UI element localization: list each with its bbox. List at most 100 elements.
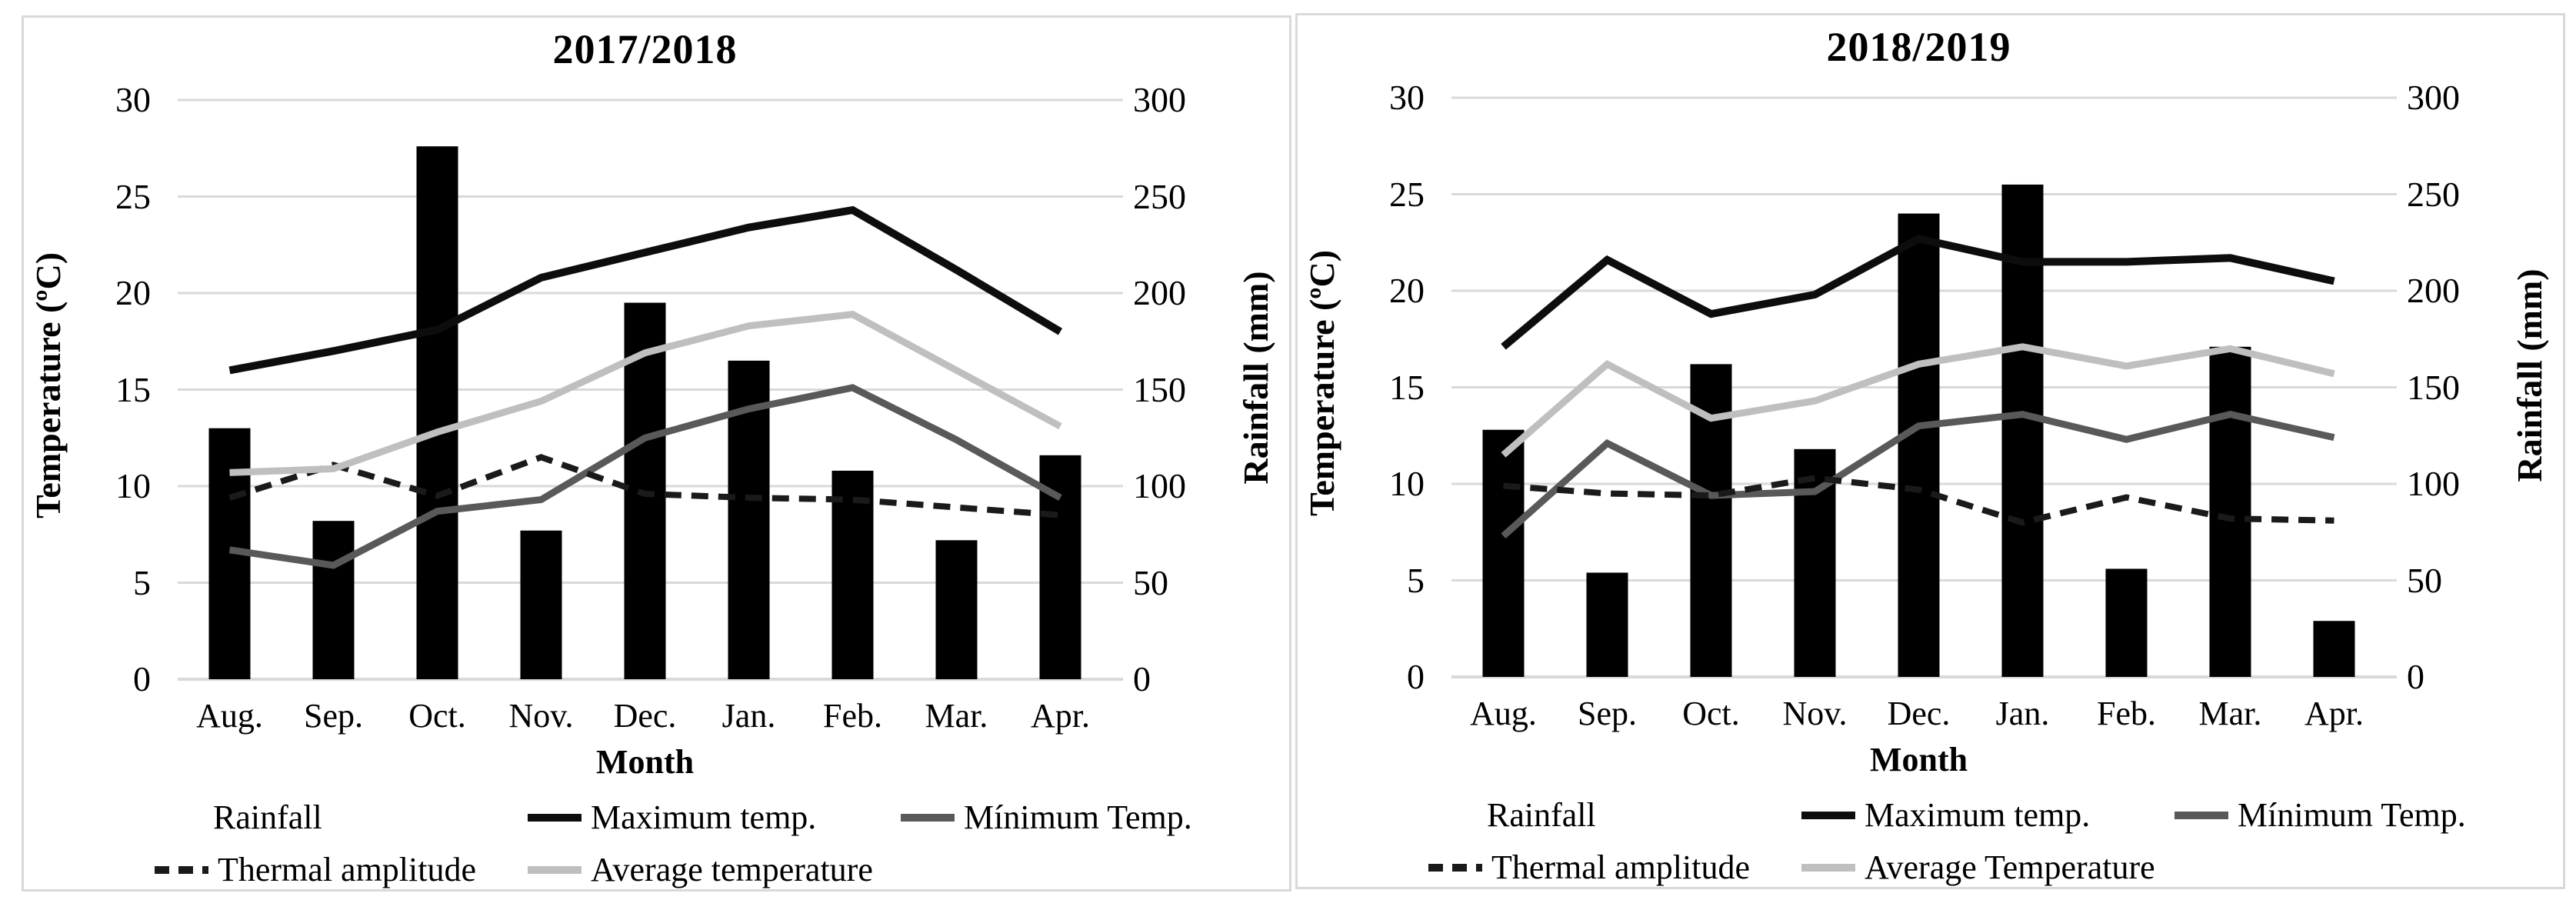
right-axis-tick: 50	[2407, 560, 2442, 600]
legend-item-thermal-amplitude: Thermal amplitude	[155, 850, 476, 893]
month-label: Oct.	[1682, 695, 1740, 732]
month-label: Mar.	[925, 697, 988, 735]
left-axis-tick: 5	[1407, 560, 1425, 600]
rainfall-bar	[312, 521, 355, 679]
legend-item-avg-temp: Average temperature	[528, 850, 873, 893]
month-label: Dec.	[1887, 695, 1951, 732]
right-axis-tick: 50	[1133, 562, 1168, 602]
dashed-line-swatch-icon	[1428, 863, 1482, 872]
left-axis-tick: 30	[1389, 78, 1425, 117]
line-swatch-icon	[528, 813, 582, 822]
month-label: Feb.	[823, 697, 882, 735]
plot-area	[1451, 96, 2397, 678]
rainfall-bar	[2105, 568, 2148, 677]
left-axis-tick: 10	[1389, 464, 1425, 503]
legend-item-rainfall: Rainfall	[1428, 795, 1596, 838]
month-label: Jan.	[1995, 695, 2050, 732]
month-label: Aug.	[1470, 695, 1537, 732]
max-temp-line	[1501, 234, 2335, 350]
legend-item-rainfall: Rainfall	[155, 798, 322, 841]
line-swatch-icon	[1801, 811, 1855, 819]
rainfall-bar	[2313, 621, 2355, 677]
left-axis-tick: 25	[1389, 174, 1425, 214]
month-label: Nov.	[1782, 695, 1848, 732]
legend-label: Thermal amplitude	[218, 851, 476, 888]
month-label: Nov.	[508, 697, 574, 735]
rainfall-bar	[2209, 346, 2251, 677]
legend-label: Mínimum Temp.	[2238, 796, 2466, 834]
right-axis-tick: 300	[2407, 78, 2460, 117]
legend-item-thermal-amplitude: Thermal amplitude	[1428, 848, 1750, 891]
rainfall-bar	[1794, 448, 1836, 677]
left-axis-tick: 0	[1407, 657, 1425, 696]
month-label: Apr.	[1031, 697, 1090, 735]
rainfall-bar	[1898, 213, 1940, 678]
line-swatch-icon	[1801, 863, 1855, 872]
month-label: Aug.	[196, 697, 263, 735]
line-swatch-icon	[528, 865, 582, 874]
right-axis-tick: 200	[1133, 273, 1186, 312]
right-axis-tick: 100	[2407, 464, 2460, 503]
chart-title: 2018/2019	[1826, 24, 2011, 70]
x-axis-title: Month	[1869, 741, 1968, 778]
left-axis-tick: 25	[115, 176, 151, 216]
right-axis-tick: 0	[1133, 659, 1151, 698]
left-axis-tick: 20	[1389, 271, 1425, 310]
avg-temp-line	[1501, 343, 2335, 458]
month-label: Jan.	[721, 697, 776, 735]
right-axis-tick: 300	[1133, 80, 1186, 119]
legend-label: Thermal amplitude	[1491, 848, 1750, 886]
left-axis-tick: 0	[133, 659, 151, 698]
right-axis-tick: 150	[2407, 367, 2460, 407]
right-axis-tick: 150	[1133, 369, 1186, 409]
right-axis-tick: 250	[2407, 174, 2460, 214]
legend-label: Rainfall	[1487, 796, 1596, 834]
dashed-line-swatch-icon	[155, 865, 208, 874]
line-swatch-icon	[2174, 811, 2228, 819]
month-label: Apr.	[2304, 695, 2364, 732]
legend-item-max-temp: Maximum temp.	[528, 798, 816, 841]
legend-item-avg-temp: Average Temperature	[1801, 848, 2155, 891]
legend-item-min-temp: Mínimum Temp.	[901, 798, 1192, 841]
max-temp-line	[228, 205, 1063, 375]
month-label: Sep.	[1578, 695, 1637, 732]
legend: Rainfall Maximum temp. Mínimum Temp. Therma…	[1298, 15, 2563, 887]
legend-label: Average temperature	[591, 851, 873, 888]
avg-temp-line	[229, 310, 1062, 476]
legend: Rainfall Maximum temp. Mínimum Temp. Therma…	[24, 18, 1289, 889]
right-axis-tick: 250	[1133, 176, 1186, 216]
month-label: Dec.	[613, 697, 677, 735]
min-temp-line	[228, 384, 1062, 569]
chart-panel-2017-2018: 2017/2018 0 0 5 50 10 100 15 150 20 200 25 250 30 300…	[22, 15, 1291, 892]
rainfall-bar	[935, 540, 978, 679]
left-axis-tick: 15	[115, 369, 151, 409]
left-axis-tick: 5	[133, 562, 151, 602]
rainfall-bar	[2001, 184, 2044, 677]
legend-label: Rainfall	[213, 798, 322, 836]
rainfall-bar	[520, 530, 562, 679]
legend-label: Maximum temp.	[1865, 796, 2091, 834]
rainfall-bar	[1586, 572, 1628, 677]
right-axis-tick: 0	[2407, 657, 2424, 696]
month-label: Mar.	[2198, 695, 2262, 732]
x-axis-title: Month	[595, 743, 695, 781]
bar-swatch-icon	[1428, 805, 1478, 825]
right-axis-tick: 200	[2407, 271, 2460, 310]
rainfall-bar	[416, 146, 458, 680]
left-axis-tick: 15	[1389, 367, 1425, 407]
legend-item-min-temp: Mínimum Temp.	[2174, 795, 2466, 838]
legend-label: Maximum temp.	[591, 798, 817, 836]
left-axis-tick: 20	[115, 273, 151, 312]
chart-panel-2018-2019: 2018/2019 0 0 5 50 10 100 15 150 20 200 25 250 30 300…	[1295, 13, 2565, 889]
rainfall-bar	[831, 470, 874, 679]
right-axis-tick: 100	[1133, 466, 1186, 505]
min-temp-line	[1501, 411, 2335, 539]
left-axis-tick: 30	[115, 80, 151, 119]
thermal-amplitude-line	[228, 454, 1061, 518]
plot-area	[178, 98, 1123, 681]
month-label: Feb.	[2097, 695, 2156, 732]
rainfall-bar	[1482, 429, 1525, 677]
thermal-amplitude-line	[1503, 475, 2334, 526]
legend-label: Average Temperature	[1865, 848, 2155, 886]
